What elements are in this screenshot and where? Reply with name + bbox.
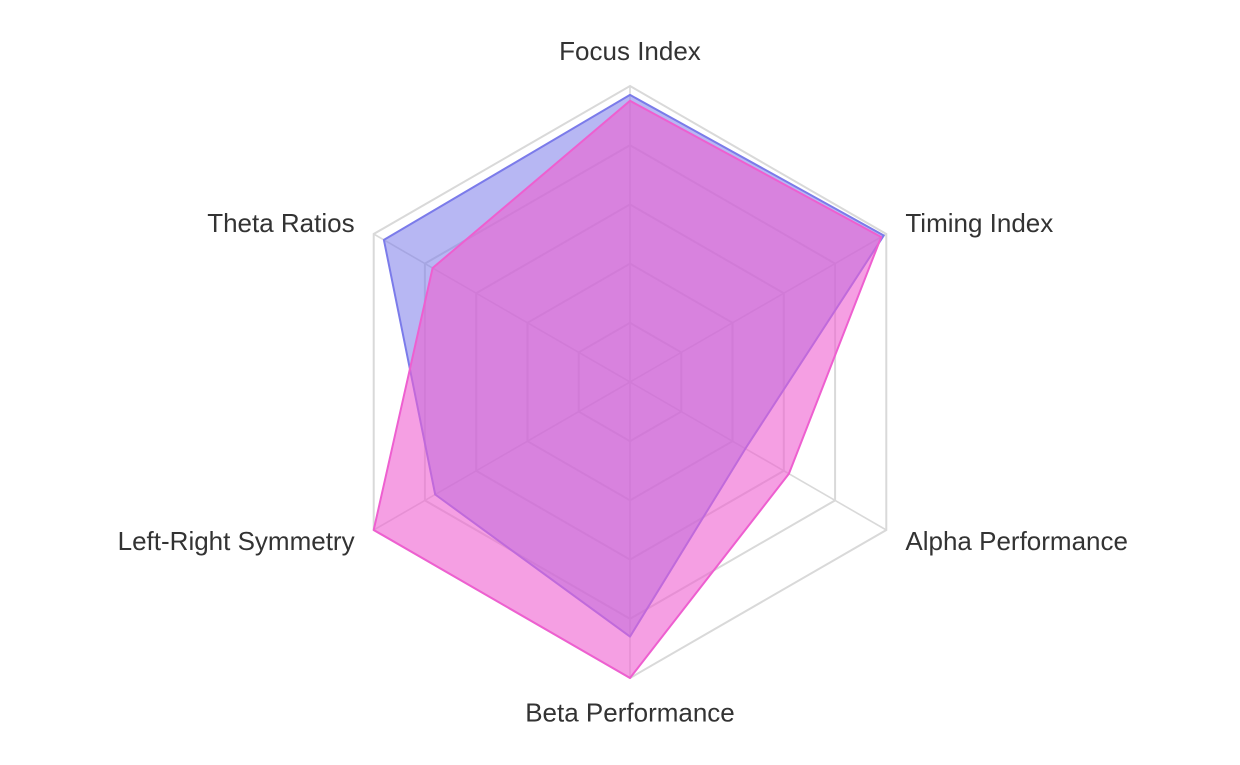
axis-labels: Focus Index Timing Index Alpha Performance… (118, 36, 1128, 728)
axis-label-beta-performance: Beta Performance (525, 698, 735, 728)
axis-label-theta-ratios: Theta Ratios (207, 208, 354, 238)
axis-label-left-right-symmetry: Left-Right Symmetry (118, 526, 355, 556)
axis-label-timing-index: Timing Index (905, 208, 1053, 238)
axis-label-alpha-performance: Alpha Performance (905, 526, 1128, 556)
series-2-area (372, 99, 883, 679)
radar-series-layer (372, 93, 885, 679)
axis-label-focus-index: Focus Index (559, 36, 701, 66)
